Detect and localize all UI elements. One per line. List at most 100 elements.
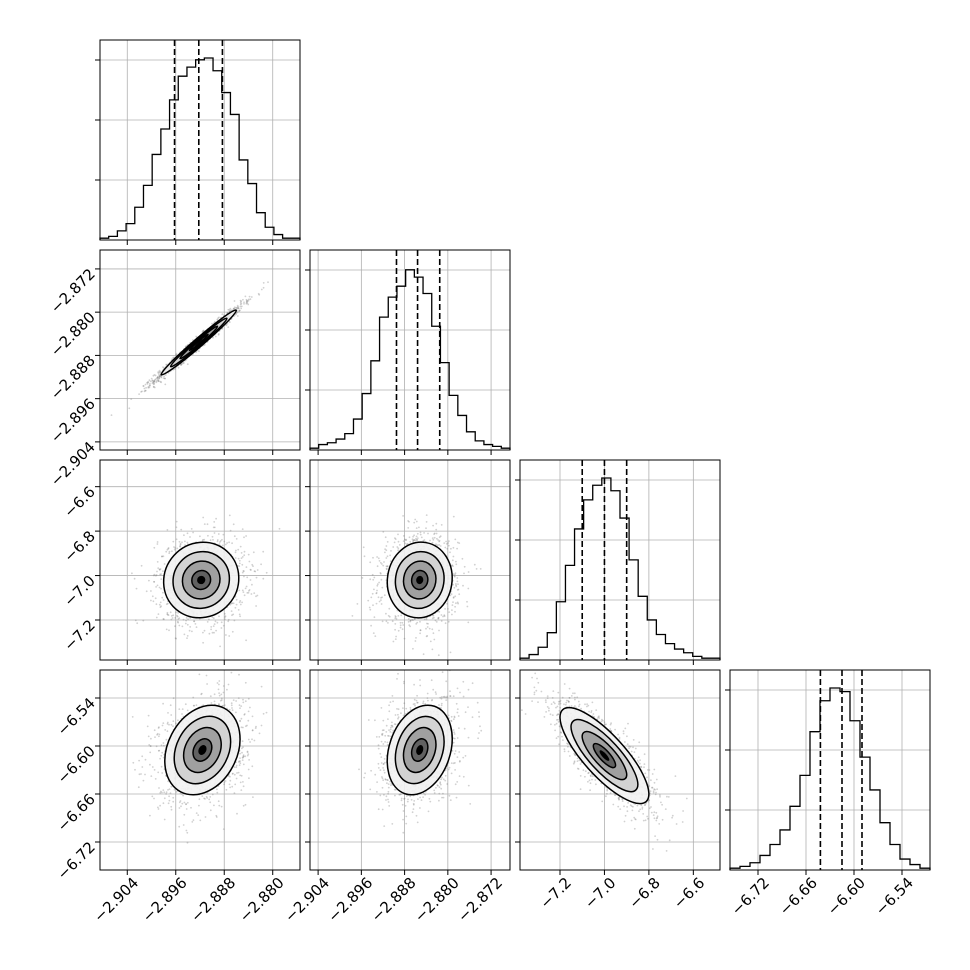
sample-point [454, 610, 456, 613]
sample-point [220, 693, 223, 696]
sample-point [226, 322, 229, 325]
sample-point [157, 749, 160, 752]
sample-point [159, 375, 162, 378]
sample-point [246, 576, 249, 579]
sample-point [433, 532, 436, 535]
sample-point [432, 524, 434, 527]
sample-point [151, 795, 154, 798]
sample-point [212, 526, 215, 529]
sample-point [453, 575, 456, 577]
sample-point [397, 615, 400, 617]
sample-point [400, 614, 403, 617]
sample-point [258, 293, 261, 296]
sample-point [199, 535, 201, 538]
sample-point [209, 539, 212, 542]
sample-point [157, 806, 159, 809]
sample-point [178, 624, 181, 627]
sample-point [224, 543, 227, 546]
sample-point [447, 544, 450, 547]
sample-point [203, 538, 206, 541]
sample-point [419, 632, 421, 635]
sample-point [422, 539, 425, 542]
sample-point [431, 617, 434, 620]
sample-point [438, 536, 441, 539]
sample-point [171, 358, 174, 361]
sample-point [245, 300, 248, 303]
sample-point [175, 354, 177, 356]
sample-point [195, 335, 198, 338]
sample-point [220, 621, 223, 624]
sample-point [427, 532, 429, 535]
sample-point [444, 622, 447, 625]
sample-point [159, 757, 162, 760]
sample-point [162, 618, 165, 620]
sample-point [210, 626, 213, 628]
sample-point [237, 771, 240, 774]
sample-point [429, 640, 432, 643]
sample-point [385, 568, 388, 571]
sample-point [372, 632, 375, 634]
sample-point [351, 615, 354, 617]
sample-point [174, 547, 177, 549]
sample-point [382, 531, 385, 533]
sample-point [212, 336, 214, 339]
sample-point [467, 587, 470, 590]
sample-point [387, 622, 389, 624]
sample-point [394, 537, 396, 539]
sample-point [433, 638, 436, 641]
sample-point [415, 527, 418, 529]
sample-point [372, 556, 374, 559]
sample-point [242, 298, 244, 301]
pair-panel-2-1 [310, 460, 510, 660]
sample-point [216, 621, 219, 624]
sample-point [207, 534, 209, 537]
sample-point [158, 586, 161, 589]
sample-point [163, 618, 165, 621]
sample-point [425, 618, 428, 621]
sample-point [175, 352, 178, 355]
density-peak [416, 575, 424, 585]
sample-point [413, 534, 415, 537]
sample-point [373, 616, 376, 619]
sample-point [451, 564, 454, 567]
sample-point [412, 539, 415, 542]
sample-point [452, 583, 454, 586]
sample-point [165, 603, 168, 606]
sample-point [416, 532, 419, 535]
sample-point [237, 307, 240, 310]
sample-point [202, 329, 204, 332]
sample-point [222, 704, 225, 707]
sample-point [408, 536, 411, 539]
sample-point [218, 683, 220, 686]
sample-point [162, 555, 165, 558]
sample-point [451, 613, 453, 616]
sample-point [157, 771, 160, 774]
sample-point [445, 540, 447, 543]
sample-point [250, 593, 253, 595]
sample-point [453, 586, 456, 589]
sample-point [240, 726, 243, 729]
sample-point [385, 620, 388, 623]
sample-point [235, 764, 238, 767]
sample-point [399, 621, 402, 624]
sample-point [158, 376, 161, 379]
sample-point [242, 763, 245, 766]
sample-point [371, 592, 374, 595]
sample-point [168, 799, 171, 802]
sample-point [244, 295, 247, 298]
sample-point [171, 617, 174, 619]
sample-point [172, 356, 175, 359]
sample-point [241, 571, 244, 574]
sample-point [149, 380, 152, 383]
sample-point [378, 600, 381, 603]
sample-point [239, 720, 242, 723]
sample-point [375, 592, 378, 595]
sample-point [384, 536, 387, 539]
sample-point [394, 638, 397, 640]
sample-point [157, 613, 160, 615]
sample-point [165, 628, 168, 631]
sample-point [395, 635, 397, 638]
sample-point [215, 629, 218, 632]
sample-point [195, 626, 198, 628]
sample-point [244, 587, 247, 590]
